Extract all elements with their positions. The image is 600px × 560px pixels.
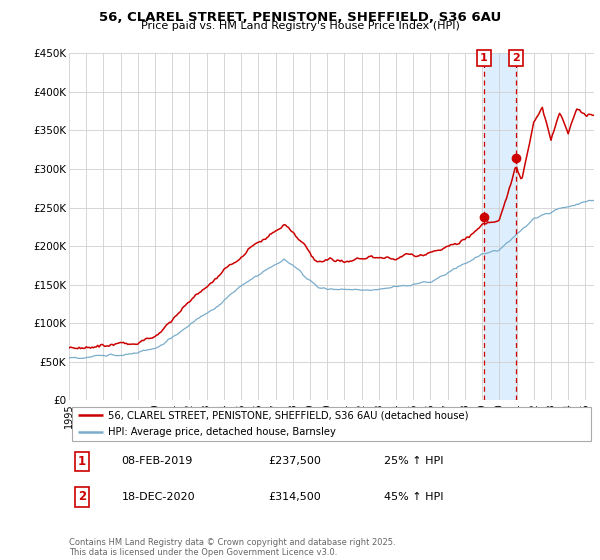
Text: 45% ↑ HPI: 45% ↑ HPI — [384, 492, 443, 502]
Text: 2: 2 — [512, 53, 520, 63]
Text: 25% ↑ HPI: 25% ↑ HPI — [384, 456, 443, 466]
Text: £314,500: £314,500 — [269, 492, 321, 502]
Text: Contains HM Land Registry data © Crown copyright and database right 2025.
This d: Contains HM Land Registry data © Crown c… — [69, 538, 395, 557]
Text: HPI: Average price, detached house, Barnsley: HPI: Average price, detached house, Barn… — [109, 427, 336, 437]
Text: 2: 2 — [78, 490, 86, 503]
Text: Price paid vs. HM Land Registry's House Price Index (HPI): Price paid vs. HM Land Registry's House … — [140, 21, 460, 31]
Text: 1: 1 — [78, 455, 86, 468]
Text: 18-DEC-2020: 18-DEC-2020 — [121, 492, 195, 502]
Text: 1: 1 — [480, 53, 488, 63]
FancyBboxPatch shape — [71, 408, 592, 441]
Text: £237,500: £237,500 — [269, 456, 322, 466]
Bar — [484, 53, 516, 400]
Text: 56, CLAREL STREET, PENISTONE, SHEFFIELD, S36 6AU: 56, CLAREL STREET, PENISTONE, SHEFFIELD,… — [99, 11, 501, 24]
Text: 56, CLAREL STREET, PENISTONE, SHEFFIELD, S36 6AU (detached house): 56, CLAREL STREET, PENISTONE, SHEFFIELD,… — [109, 410, 469, 420]
Text: 08-FEB-2019: 08-FEB-2019 — [121, 456, 193, 466]
